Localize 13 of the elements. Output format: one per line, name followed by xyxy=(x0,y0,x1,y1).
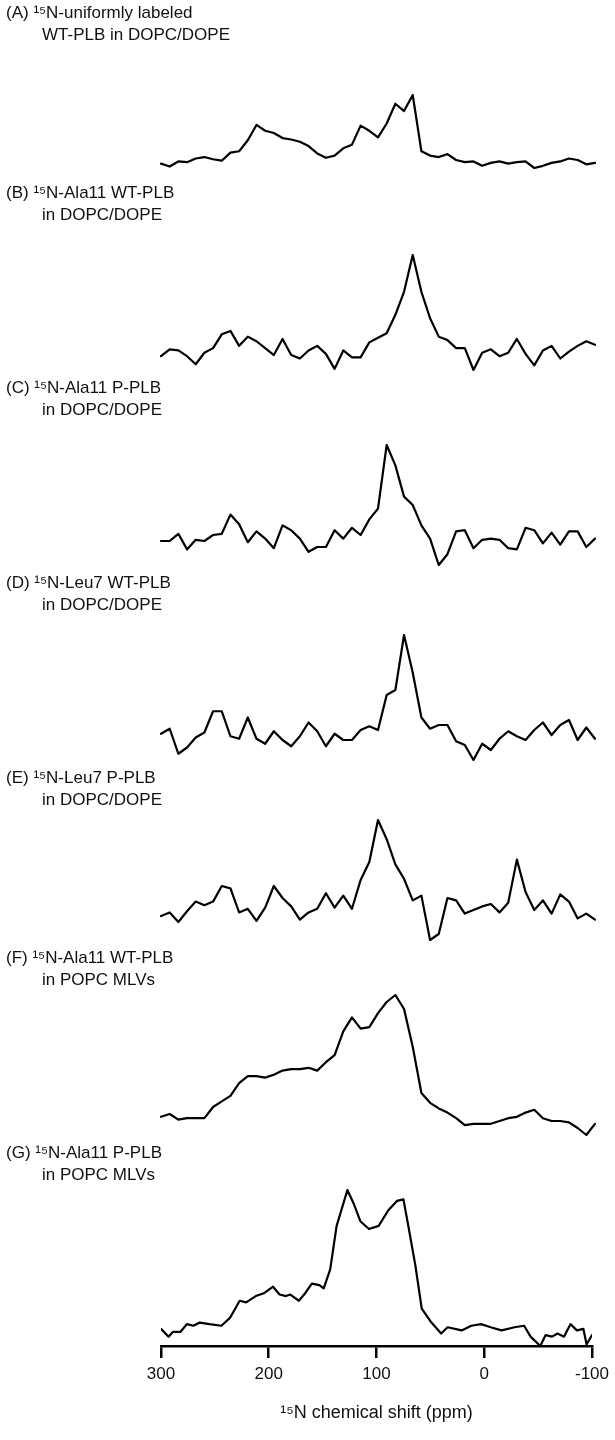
chart-title: (G) ¹⁵N-Ala11 P-PLB in POPC MLVs xyxy=(5,1142,162,1186)
chart-title: (A) ¹⁵N-uniformly labeled WT-PLB in DOPC/DOPE xyxy=(5,2,230,46)
x-tick-label: 300 xyxy=(146,1363,176,1383)
chart-title: (E) ¹⁵N-Leu7 P-PLB in DOPC/DOPE xyxy=(5,767,162,811)
chart-title: (B) ¹⁵N-Ala11 WT-PLB in DOPC/DOPE xyxy=(5,182,175,226)
x-tick-label: 200 xyxy=(254,1363,283,1383)
chart-title: (C) ¹⁵N-Ala11 P-PLB in DOPC/DOPE xyxy=(5,377,162,421)
chart-title: (F) ¹⁵N-Ala11 WT-PLB in POPC MLVs xyxy=(5,947,174,991)
x-tick-label: 0 xyxy=(479,1363,489,1383)
chart-title: (D) ¹⁵N-Leu7 WT-PLB in DOPC/DOPE xyxy=(5,572,171,616)
x-axis-title: ¹⁵N chemical shift (ppm) xyxy=(280,1402,473,1423)
x-tick-label: 100 xyxy=(362,1363,391,1383)
x-tick-label: -100 xyxy=(574,1363,609,1383)
